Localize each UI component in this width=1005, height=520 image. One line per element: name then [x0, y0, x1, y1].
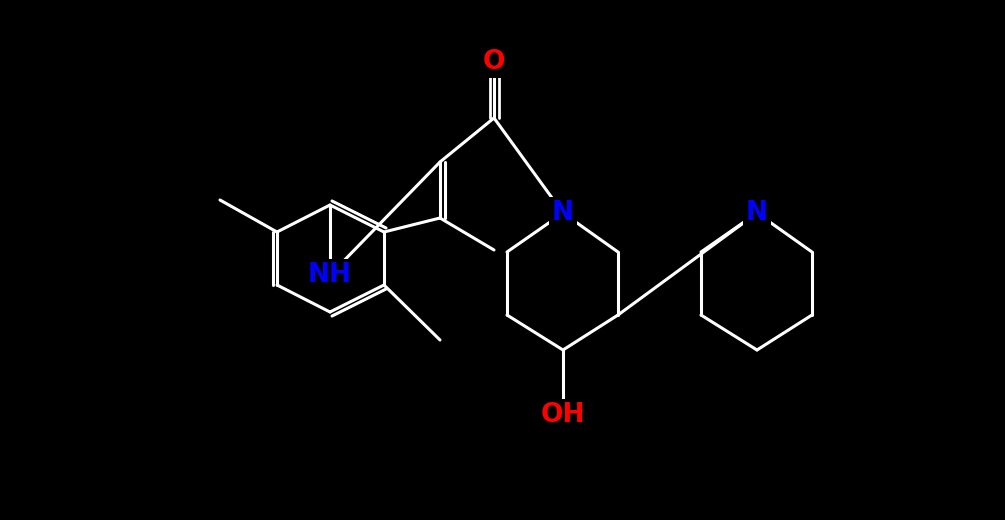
Text: OH: OH [541, 402, 585, 428]
Text: N: N [746, 200, 768, 226]
Text: NH: NH [308, 262, 352, 288]
Text: O: O [482, 49, 506, 75]
Text: N: N [552, 200, 574, 226]
